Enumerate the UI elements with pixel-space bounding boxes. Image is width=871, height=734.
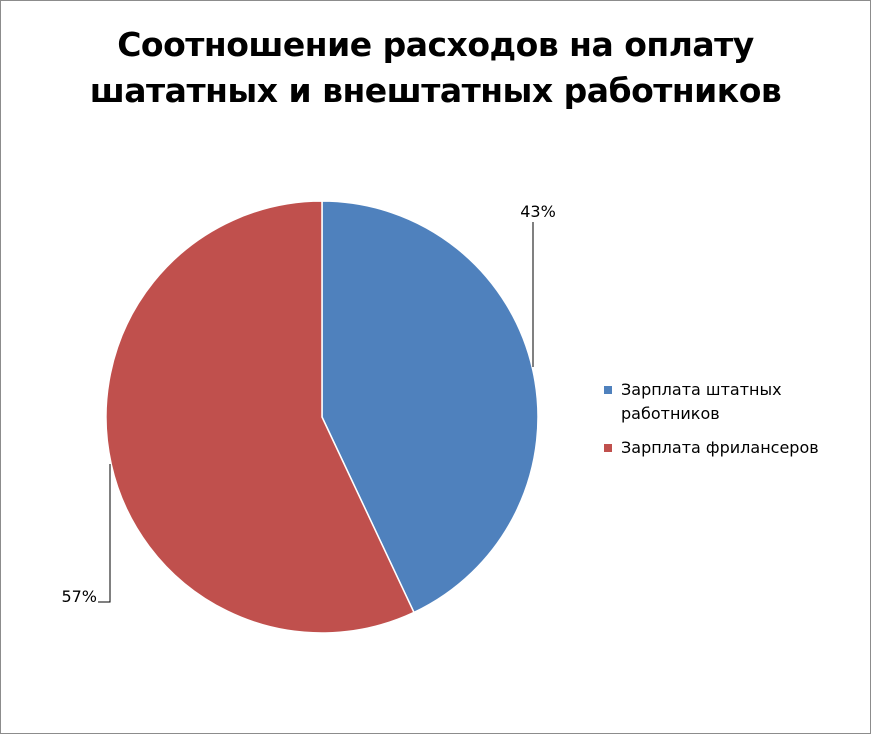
chart-title: Соотношение расходов на оплату шататных …: [0, 22, 871, 114]
pie-slice-freelance: [105, 200, 415, 634]
legend-label-staff-line-2: работников: [621, 404, 720, 423]
legend-label-staff-line-1: Зарплата штатных: [621, 380, 782, 399]
data-label-staff: 43%: [520, 202, 556, 221]
leader-line-freelance: [98, 464, 111, 603]
chart-title-line-2: шататных и внештатных работников: [89, 71, 782, 110]
legend-label-freelance: Зарплата фрилансеров: [621, 438, 819, 457]
legend-swatch-freelance: [604, 444, 612, 452]
legend-swatch-staff: [604, 386, 612, 394]
legend-item-freelance: Зарплата фрилансеров: [604, 436, 854, 460]
data-label-freelance: 57%: [61, 587, 97, 606]
pie-slice-staff: [321, 200, 539, 614]
chart-title-line-1: Соотношение расходов на оплату: [117, 25, 754, 64]
legend-item-staff: Зарплата штатных работников: [604, 378, 854, 426]
legend: Зарплата штатных работников Зарплата фри…: [604, 378, 854, 470]
